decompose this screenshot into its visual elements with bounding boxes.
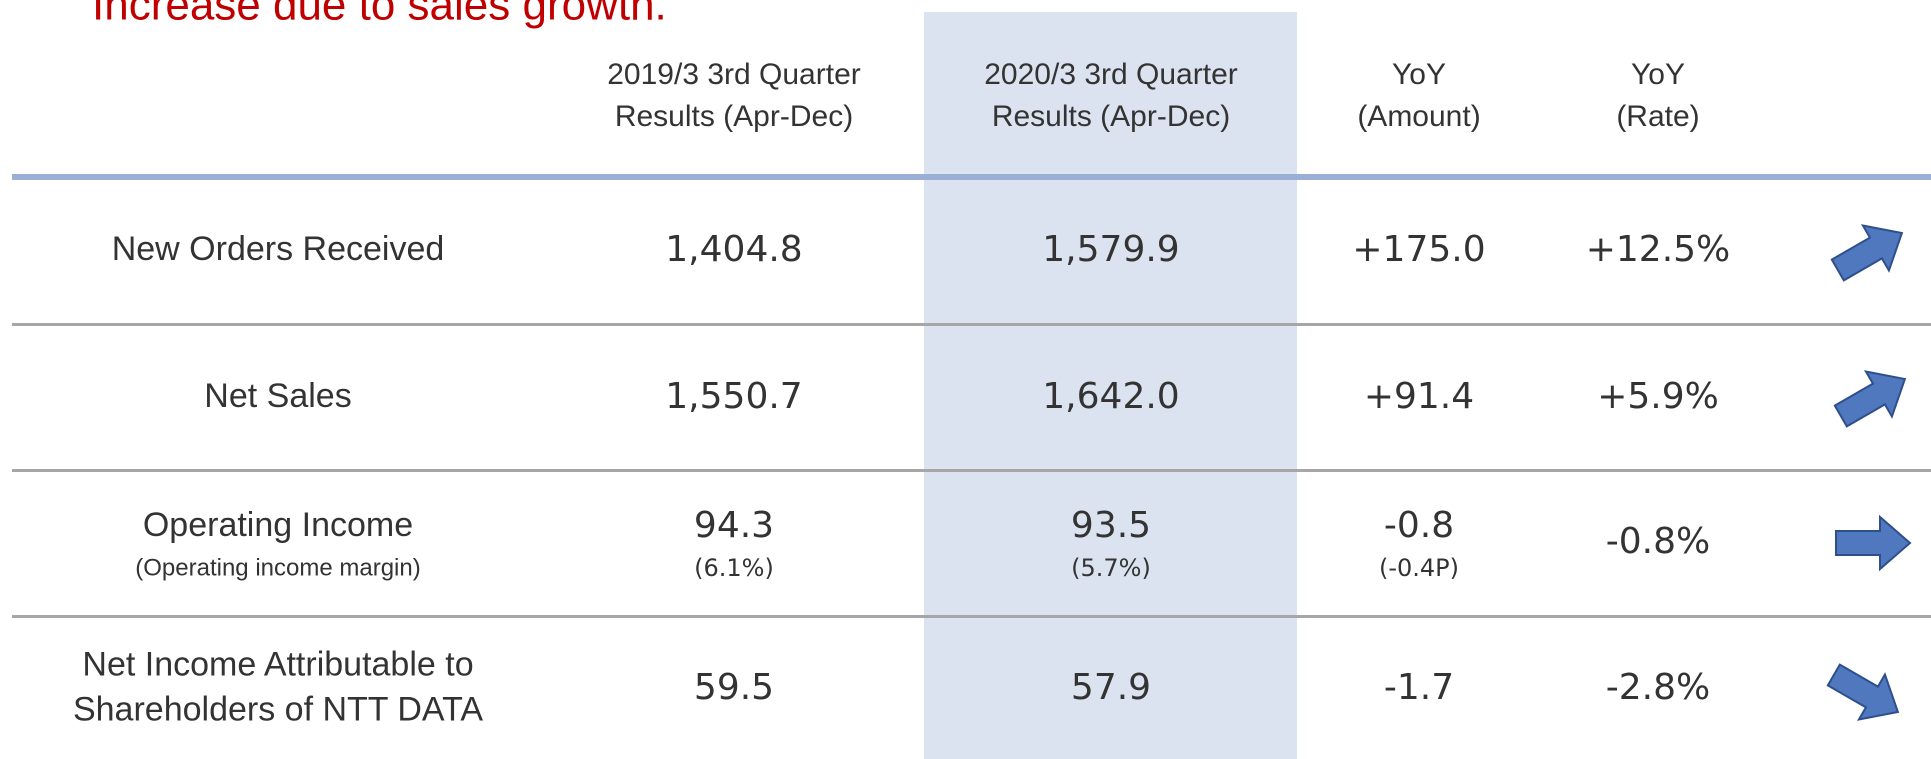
cell-value: +5.9%: [1597, 376, 1719, 417]
column-header: (Rate): [1616, 100, 1699, 133]
cell-value: 94.3: [694, 505, 774, 546]
column-header: YoY: [1631, 58, 1685, 91]
row-rule: [12, 323, 1931, 326]
row-label: New Orders Received: [112, 230, 445, 268]
column-header: Results (Apr-Dec): [615, 100, 853, 133]
cell-value: -0.8%: [1606, 521, 1710, 562]
column-header: (Amount): [1357, 100, 1480, 133]
cell-value: -0.8: [1384, 505, 1454, 546]
cell-value: 93.5: [1071, 505, 1151, 546]
column-header: 2020/3 3rd Quarter: [984, 58, 1238, 91]
cell-value: +175.0: [1352, 229, 1485, 270]
column-header: Results (Apr-Dec): [992, 100, 1230, 133]
cell-value: 59.5: [694, 667, 774, 708]
row-label: Net Sales: [204, 377, 351, 415]
cell-value: -2.8%: [1606, 667, 1710, 708]
flat-arrow: [1835, 514, 1912, 572]
cell-value: -1.7: [1384, 667, 1454, 708]
column-header: 2019/3 3rd Quarter: [607, 58, 861, 91]
row-label: Shareholders of NTT DATA: [73, 690, 483, 728]
cell-value: +91.4: [1364, 376, 1474, 417]
cell-subvalue: (5.7%): [1071, 554, 1151, 582]
row-label: Net Income Attributable to: [82, 645, 473, 683]
row-rule: [12, 469, 1931, 472]
cell-value: 57.9: [1071, 667, 1151, 708]
up-arrow: [1830, 224, 1904, 282]
row-rule: [12, 615, 1931, 618]
cell-value: 1,550.7: [665, 376, 802, 417]
cell-value: +12.5%: [1586, 229, 1731, 270]
column-header: YoY: [1392, 58, 1446, 91]
down-arrow: [1826, 663, 1900, 721]
row-sublabel: (Operating income margin): [135, 554, 420, 581]
up-arrow: [1833, 370, 1907, 428]
row-label: Operating Income: [143, 506, 413, 544]
cell-subvalue: (6.1%): [694, 554, 774, 582]
cell-value: 1,642.0: [1042, 376, 1179, 417]
note: Increase due to sales growth.: [92, 0, 667, 30]
cell-subvalue: (-0.4P): [1379, 554, 1459, 582]
cell-value: 1,404.8: [665, 229, 802, 270]
highlight-column: [924, 12, 1297, 759]
header-rule: [12, 174, 1931, 180]
cell-value: 1,579.9: [1042, 229, 1179, 270]
